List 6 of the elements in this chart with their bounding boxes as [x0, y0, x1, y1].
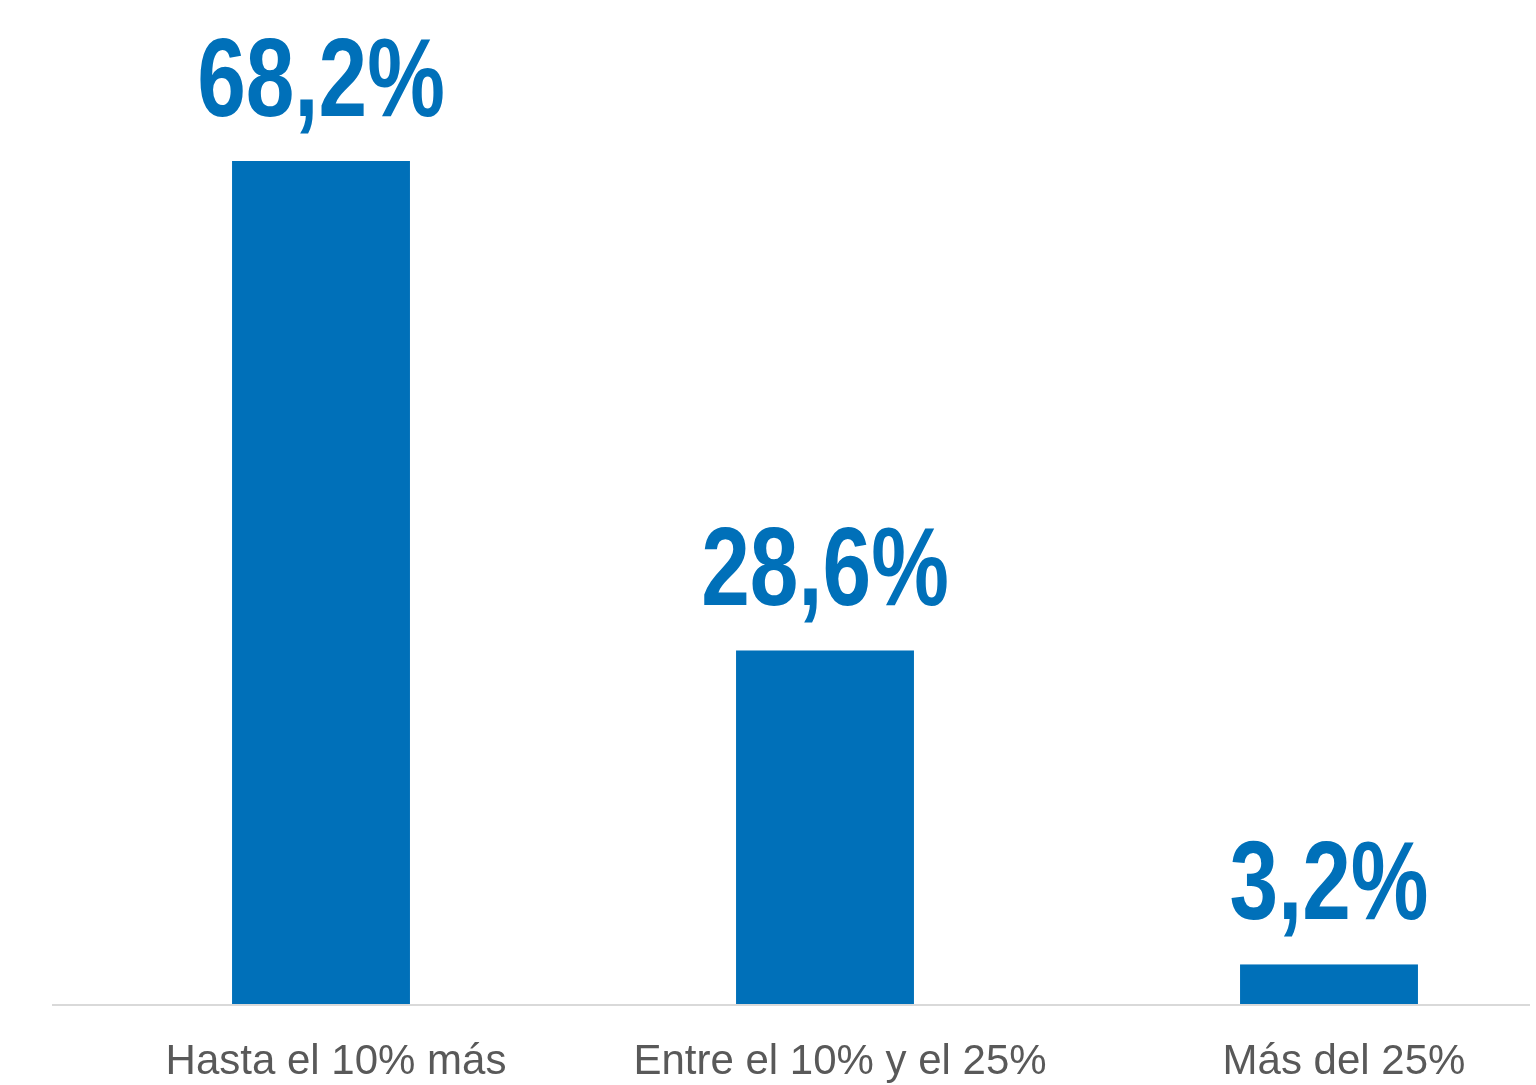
data-label: 3,2% [1229, 817, 1429, 943]
data-label: 68,2% [197, 14, 445, 140]
x-tick-label: Entre el 10% y el 25% [633, 1036, 1047, 1083]
data-label: 28,6% [701, 504, 949, 629]
x-tick-label: Hasta el 10% más [165, 1036, 507, 1083]
x-tick-label: Más del 25% [1222, 1036, 1466, 1083]
